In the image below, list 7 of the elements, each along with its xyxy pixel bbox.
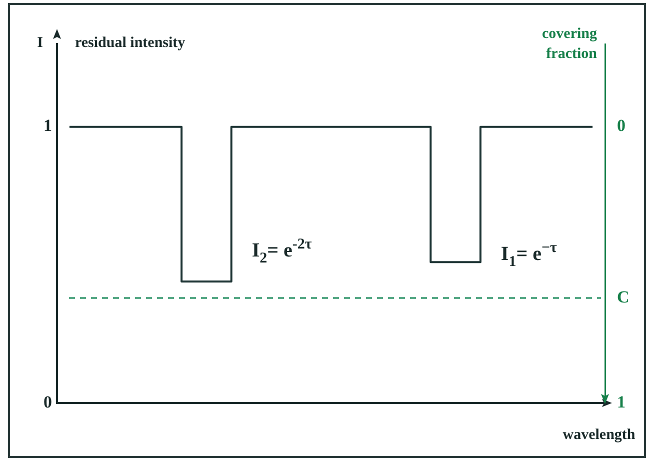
- x-axis-title: wavelength: [562, 427, 636, 443]
- y2-tick-label: 1: [617, 392, 626, 412]
- y-axis-title: I: [37, 35, 44, 51]
- y2-axis-title: covering fraction: [542, 26, 598, 62]
- y2-tick-label: C: [617, 287, 630, 306]
- annotation: residual intensity: [75, 35, 186, 51]
- y2-tick-label: 0: [617, 116, 626, 136]
